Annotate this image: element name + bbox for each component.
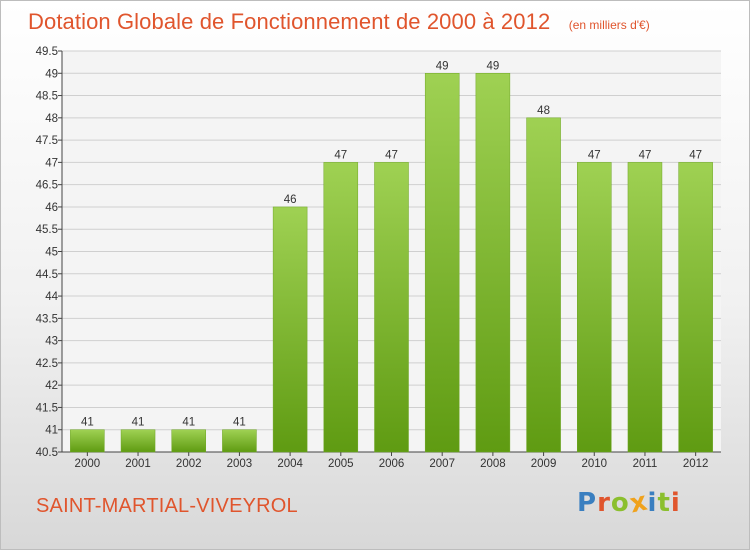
data-label: 47	[334, 149, 347, 161]
data-label: 47	[639, 149, 652, 161]
data-label: 41	[132, 417, 145, 429]
data-label: 48	[537, 105, 550, 117]
bar	[627, 162, 663, 453]
y-tick-label: 45	[45, 247, 58, 259]
x-tick-label: 2009	[531, 458, 557, 470]
logo-letter: t	[657, 488, 671, 518]
y-tick-label: 46	[45, 202, 58, 214]
bar	[272, 206, 308, 453]
bar	[424, 73, 460, 453]
y-tick-label: 43.5	[36, 313, 58, 325]
y-tick-label: 48	[45, 113, 58, 125]
commune-name: SAINT-MARTIAL-VIVEYROL	[36, 495, 298, 517]
bar	[171, 429, 206, 453]
logo-letter: P	[577, 488, 598, 518]
x-tick-label: 2006	[379, 458, 405, 470]
bar	[323, 162, 359, 453]
data-label: 46	[284, 194, 297, 206]
y-tick-label: 41.5	[36, 402, 58, 414]
data-label: 47	[385, 149, 398, 161]
logo-letter: i	[647, 488, 658, 518]
x-tick-label: 2008	[480, 458, 506, 470]
data-label: 47	[588, 149, 601, 161]
x-tick-label: 2004	[277, 458, 303, 470]
chart-title: Dotation Globale de Fonctionnement de 20…	[28, 9, 551, 34]
data-label: 41	[233, 417, 246, 429]
bars	[70, 73, 713, 453]
bar	[222, 429, 257, 453]
bar	[374, 162, 409, 453]
logo-letter: i	[670, 488, 681, 518]
data-label: 47	[689, 149, 702, 161]
y-tick-label: 44	[45, 291, 58, 303]
y-tick-label: 41	[45, 425, 58, 437]
y-tick-label: 47	[45, 157, 58, 169]
bar	[120, 429, 156, 453]
x-tick-label: 2011	[633, 458, 658, 470]
y-tick-label: 49	[45, 68, 58, 80]
data-label: 41	[81, 417, 94, 429]
y-tick-label: 40.5	[36, 447, 58, 459]
logo-letter: r	[597, 488, 611, 518]
bar	[70, 429, 105, 453]
x-tick-label: 2007	[429, 458, 455, 470]
data-labels: 41 41 41 41 46 47 47 49 49 48 47 47 47	[81, 60, 702, 428]
bar	[577, 162, 612, 453]
data-label: 41	[182, 417, 195, 429]
x-tick-label: 2001	[125, 458, 151, 470]
bar	[526, 117, 561, 453]
axes: 40.5 41 41.5 42 42.5 43 43.5 44 44.5 45 45.5 46 46.5…	[36, 46, 721, 470]
y-tick-label: 44.5	[36, 269, 58, 281]
x-tick-label: 2012	[683, 458, 709, 470]
title-block: Dotation Globale de Fonctionnement de 20…	[28, 9, 650, 35]
x-tick-label: 2005	[328, 458, 354, 470]
y-tick-label: 46.5	[36, 180, 58, 192]
y-tick-label: 42.5	[36, 358, 58, 370]
x-tick-label: 2000	[75, 458, 101, 470]
data-label: 49	[486, 60, 499, 72]
proxiti-logo[interactable]: Proxiti	[577, 486, 681, 524]
bar	[678, 162, 713, 453]
chart-subtitle: (en milliers d'€)	[568, 18, 650, 32]
y-tick-label: 49.5	[36, 46, 58, 58]
x-tick-label: 2002	[176, 458, 202, 470]
y-tick-label: 48.5	[36, 91, 58, 103]
y-tick-label: 47.5	[36, 135, 58, 147]
y-tick-label: 45.5	[36, 224, 58, 236]
logo-letter: o	[610, 488, 630, 518]
y-tick-label: 42	[45, 380, 58, 392]
data-label: 49	[436, 60, 449, 72]
x-tick-label: 2010	[581, 458, 607, 470]
x-tick-label: 2003	[227, 458, 253, 470]
bar	[475, 73, 511, 453]
y-tick-label: 43	[45, 336, 58, 348]
